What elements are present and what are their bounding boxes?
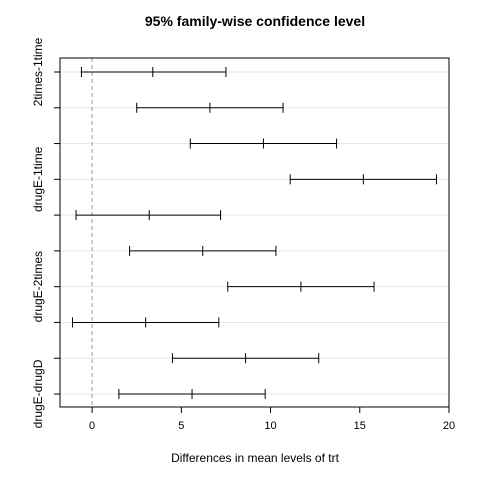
x-axis-label: Differences in mean levels of trt [171, 451, 340, 465]
interval-9 [171, 353, 320, 364]
y-tick-label: 2times-1time [31, 37, 45, 106]
interval-1 [80, 67, 227, 77]
interval-4 [289, 174, 438, 185]
x-tick-label: 10 [264, 420, 276, 432]
chart-title: 95% family-wise confidence level [145, 13, 365, 29]
y-tick-label: drugE-2times [31, 251, 45, 322]
y-tick-label: drugE-drugD [31, 359, 45, 428]
interval-5 [75, 210, 222, 221]
interval-8 [71, 317, 220, 328]
interval-3 [189, 138, 338, 149]
interval-10 [118, 389, 266, 399]
interval-7 [227, 281, 375, 292]
interval-2 [136, 102, 284, 113]
x-tick-label: 0 [89, 420, 95, 432]
x-tick-label: 5 [178, 420, 184, 432]
interval-6 [129, 245, 277, 256]
x-tick-label: 20 [443, 420, 455, 432]
y-tick-label: drugE-1time [31, 146, 45, 212]
plot-frame [59, 57, 450, 408]
x-tick-label: 15 [354, 420, 366, 432]
plot-area: 0 5 10 15 20 2times-1time drugE-1time drugE-2ti… [31, 37, 455, 432]
